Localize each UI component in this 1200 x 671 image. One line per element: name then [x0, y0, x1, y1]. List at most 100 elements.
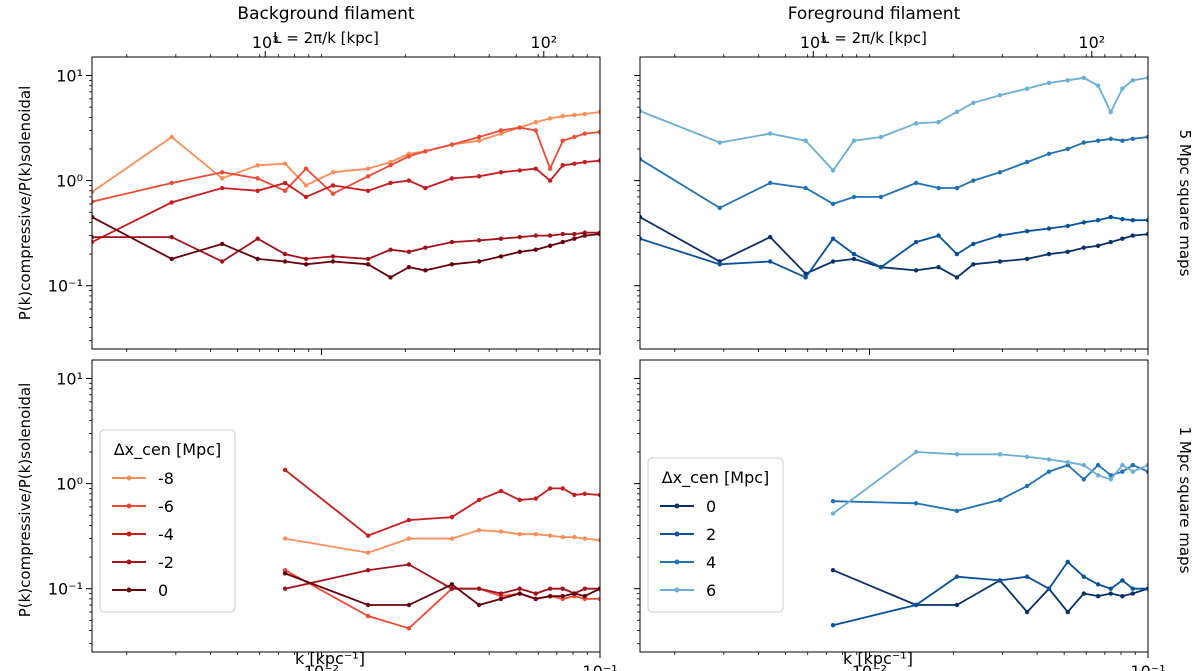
data-point--4 [449, 176, 455, 181]
x-tick-label: 10⁻¹ [582, 662, 617, 671]
legend-box [647, 457, 784, 613]
data-point--4 [597, 492, 600, 498]
y-axis-label-bottom: P(k)compressive/P(k)solenoidal [16, 383, 34, 618]
data-point--8 [330, 170, 336, 175]
data-point-0 [597, 586, 600, 591]
data-point-6 [913, 121, 919, 126]
column-title-background: Background filament [237, 4, 414, 24]
top-axis-label-right: L = 2π/k [kpc] [821, 29, 927, 47]
data-point-2 [936, 233, 941, 238]
data-point--2 [582, 586, 588, 591]
data-point-0 [1024, 609, 1030, 615]
panel-1: 10³ 10² [634, 33, 1149, 355]
data-point-2 [1108, 586, 1113, 591]
data-point-0 [303, 262, 309, 267]
data-point-2 [1145, 586, 1148, 591]
data-point--8 [572, 534, 577, 540]
data-point-0 [517, 249, 522, 255]
data-point-0 [498, 596, 504, 602]
data-point-2 [640, 236, 643, 241]
data-point--6 [282, 568, 288, 573]
data-point--8 [597, 537, 600, 543]
data-point--2 [92, 234, 95, 240]
data-point-2 [1081, 574, 1086, 579]
data-point-0 [1145, 231, 1148, 237]
data-point--2 [560, 586, 565, 591]
series-group [92, 109, 600, 280]
data-point--2 [219, 259, 225, 264]
data-point-0 [476, 259, 482, 264]
data-point--2 [498, 591, 504, 596]
data-point-0 [572, 591, 577, 596]
data-point--8 [597, 109, 600, 115]
top-tick-label: 10³ [252, 33, 279, 52]
data-point-2 [1081, 220, 1086, 225]
data-point-4 [1130, 136, 1136, 141]
data-point--8 [572, 112, 577, 118]
series-line--8 [284, 529, 600, 554]
labels-group: Background filament Foreground filament … [16, 4, 1194, 668]
data-point--2 [406, 562, 412, 567]
data-point-0 [1081, 591, 1086, 596]
data-point--8 [449, 536, 455, 541]
data-point-6 [1145, 75, 1148, 81]
legend-marker [126, 475, 132, 481]
legend-marker [126, 531, 132, 537]
data-point--6 [219, 170, 225, 175]
x-tick-label: 10⁻² [852, 662, 887, 671]
data-point-2 [1024, 229, 1030, 234]
data-point--2 [560, 231, 565, 237]
data-point-2 [1145, 218, 1148, 223]
data-point--8 [517, 532, 522, 537]
data-point-6 [878, 134, 884, 140]
top-tick-label: 10² [530, 33, 557, 52]
x-tick-label: 10⁻¹ [1130, 662, 1165, 671]
data-point-0 [997, 259, 1003, 264]
data-point--2 [547, 586, 553, 591]
data-point--6 [597, 129, 600, 135]
data-point-0 [476, 602, 482, 608]
data-point-0 [449, 582, 455, 587]
series-line-4 [833, 463, 1148, 512]
data-point-6 [1095, 473, 1101, 478]
data-point--8 [169, 134, 174, 140]
x-axis-label-left: k [kpc⁻¹] [295, 649, 365, 668]
data-point--4 [572, 492, 577, 498]
data-point-6 [1130, 469, 1136, 474]
data-point--2 [282, 251, 288, 257]
series-line-0 [92, 216, 600, 279]
data-point-6 [851, 138, 857, 143]
legend-entry: 6 [706, 581, 716, 600]
data-point--4 [547, 178, 553, 183]
data-point-0 [582, 233, 588, 238]
data-point-0 [1046, 251, 1052, 257]
panel-frame [639, 56, 1149, 350]
data-point--4 [330, 183, 336, 188]
data-point-6 [1065, 459, 1070, 465]
data-point--8 [282, 161, 288, 166]
data-point--8 [388, 159, 393, 165]
data-point-0 [1108, 591, 1113, 596]
data-point-6 [717, 140, 722, 145]
data-point--8 [533, 532, 538, 537]
data-point--6 [597, 596, 600, 602]
data-point-6 [997, 92, 1003, 98]
data-point-6 [1120, 462, 1125, 468]
data-point-4 [1108, 136, 1113, 141]
data-point-6 [971, 100, 976, 105]
data-point--2 [303, 256, 309, 262]
data-point--4 [303, 194, 309, 200]
data-point-0 [1120, 236, 1125, 241]
data-point-2 [997, 578, 1003, 583]
y-axis-label-top: P(k)compressive/P(k)solenoidal [16, 86, 34, 321]
data-point-6 [936, 119, 941, 125]
legend-box [99, 429, 236, 613]
data-point-0 [971, 262, 976, 267]
data-point-0 [517, 591, 522, 596]
data-point--6 [169, 180, 174, 186]
data-point--4 [219, 185, 225, 191]
data-point--2 [498, 236, 504, 241]
data-point-2 [1120, 216, 1125, 222]
series-group [640, 75, 1148, 280]
panel-frame [91, 359, 601, 653]
